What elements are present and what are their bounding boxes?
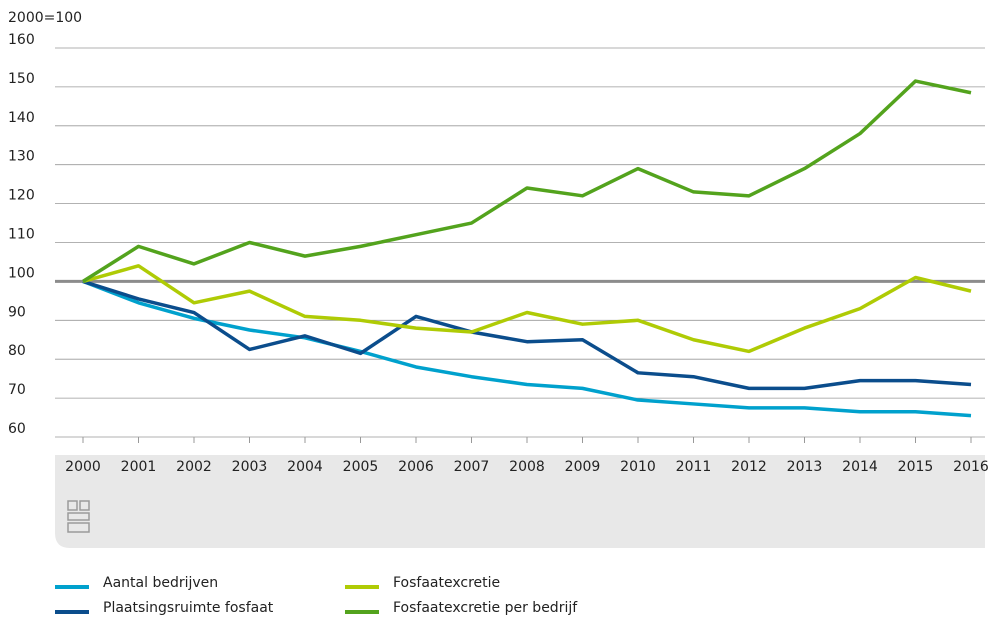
x-tick-label: 2013 <box>787 459 823 475</box>
y-tick-label: 150 <box>8 71 35 87</box>
series-line <box>82 264 972 354</box>
x-tick-label: 2009 <box>565 459 601 475</box>
x-tick-label: 2002 <box>176 459 212 475</box>
legend-label: Fosfaatexcretie per bedrijf <box>393 600 578 616</box>
x-tick-label: 2004 <box>287 459 323 475</box>
y-tick-label: 130 <box>8 149 35 165</box>
y-tick-label: 110 <box>8 227 35 243</box>
series-line <box>82 279 972 391</box>
y-tick-label: 70 <box>8 382 26 398</box>
series-line <box>82 279 972 418</box>
y-tick-label: 120 <box>8 188 35 204</box>
x-tick-label: 2006 <box>398 459 434 475</box>
legend-label: Fosfaatexcretie <box>393 575 500 591</box>
cbs-logo <box>67 500 90 533</box>
x-tick-label: 2007 <box>454 459 490 475</box>
x-tick-label: 2003 <box>232 459 268 475</box>
y-tick-label: 60 <box>8 421 26 437</box>
x-tick-label: 2015 <box>898 459 934 475</box>
x-tick-label: 2008 <box>509 459 545 475</box>
x-tick-label: 2016 <box>953 459 989 475</box>
y-tick-label: 160 <box>8 32 35 48</box>
x-tick-label: 2014 <box>842 459 878 475</box>
x-tick-label: 2005 <box>343 459 379 475</box>
y-axis-label: 2000=100 <box>8 10 82 26</box>
y-tick-label: 140 <box>8 110 35 126</box>
y-tick-label: 80 <box>8 343 26 359</box>
series-line <box>82 79 972 283</box>
footer-band <box>55 455 985 548</box>
y-tick-label: 100 <box>8 265 35 281</box>
y-tick-label: 90 <box>8 304 26 320</box>
legend-label: Plaatsingsruimte fosfaat <box>103 600 274 616</box>
legend-label: Aantal bedrijven <box>103 575 218 591</box>
x-tick-label: 2001 <box>121 459 157 475</box>
x-tick-label: 2012 <box>731 459 767 475</box>
x-tick-label: 2010 <box>620 459 656 475</box>
x-tick-label: 2000 <box>65 459 101 475</box>
x-tick-label: 2011 <box>676 459 712 475</box>
